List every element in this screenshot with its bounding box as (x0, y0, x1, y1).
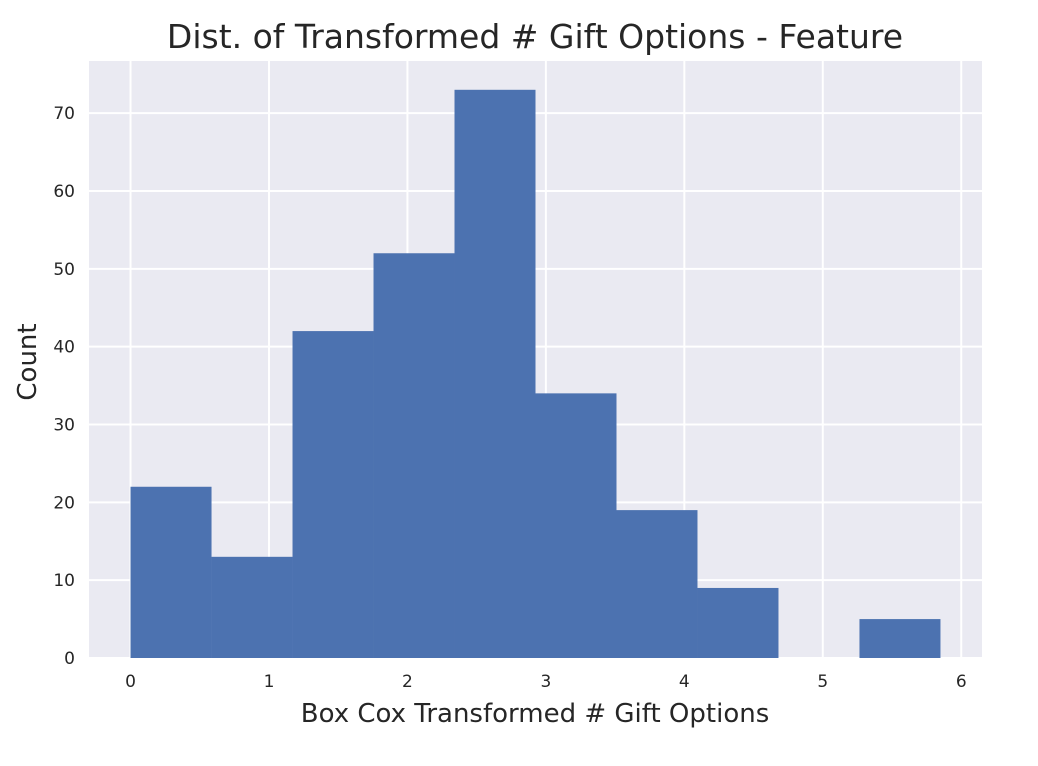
x-axis-label: Box Cox Transformed # Gift Options (301, 699, 770, 729)
x-tick-label: 3 (540, 672, 551, 692)
histogram-bar (211, 556, 293, 658)
histogram-bar (130, 486, 212, 658)
y-tick-label: 20 (53, 493, 75, 513)
histogram-bar (535, 393, 617, 658)
y-tick-label: 30 (53, 415, 75, 435)
histogram-bar (616, 510, 698, 658)
y-tick-label: 60 (53, 182, 75, 202)
histogram-bar (292, 331, 374, 658)
x-tick-label: 6 (956, 672, 967, 692)
histogram-bars (130, 89, 941, 659)
histogram-bar (454, 89, 536, 659)
chart-title: Dist. of Transformed # Gift Options - Fe… (167, 17, 903, 56)
y-tick-label: 0 (64, 649, 75, 669)
y-tick-label: 50 (53, 260, 75, 280)
histogram-bar (697, 587, 779, 658)
y-tick-label: 40 (53, 338, 75, 358)
histogram-bar (373, 253, 455, 658)
x-tick-label: 5 (817, 672, 828, 692)
x-tick-labels: 0 1 2 3 4 5 6 (125, 672, 967, 692)
y-axis-label: Count (13, 323, 43, 400)
x-tick-label: 2 (402, 672, 413, 692)
x-tick-label: 1 (264, 672, 275, 692)
y-tick-label: 70 (53, 104, 75, 124)
histogram-bar (859, 619, 941, 658)
y-tick-label: 10 (53, 571, 75, 591)
x-tick-label: 0 (125, 672, 136, 692)
x-tick-label: 4 (679, 672, 690, 692)
y-tick-labels: 0 10 20 30 40 50 60 70 (53, 104, 75, 669)
